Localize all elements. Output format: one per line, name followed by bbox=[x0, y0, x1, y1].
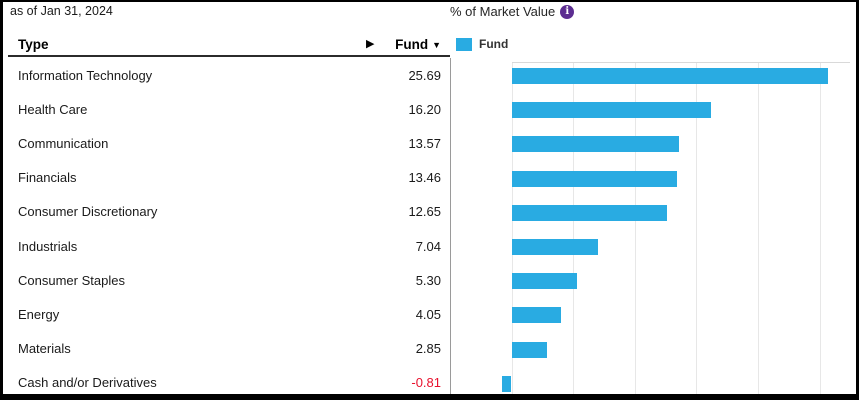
table-row: Financials 13.46 bbox=[3, 161, 450, 195]
sector-value: 5.30 bbox=[415, 272, 441, 288]
legend-label: Fund bbox=[479, 37, 509, 51]
sector-label: Energy bbox=[18, 306, 60, 322]
x-gridline-5 bbox=[573, 62, 575, 394]
table-row: Consumer Staples 5.30 bbox=[3, 263, 450, 297]
sector-value: 16.20 bbox=[408, 101, 441, 117]
sector-label: Consumer Discretionary bbox=[18, 204, 158, 220]
sector-label: Materials bbox=[18, 341, 71, 357]
as-of-date: as of Jan 31, 2024 bbox=[10, 4, 113, 18]
x-gridline-0 bbox=[511, 62, 513, 394]
sector-value: 2.85 bbox=[415, 341, 441, 357]
border-right bbox=[856, 0, 859, 400]
scroll-right-arrow-icon[interactable]: ▶ bbox=[366, 38, 375, 50]
type-column-header: Type bbox=[18, 36, 49, 52]
border-bottom bbox=[0, 394, 859, 400]
header-underline bbox=[8, 55, 450, 57]
table-row: Information Technology 25.69 bbox=[3, 58, 450, 92]
fund-bar[interactable] bbox=[501, 375, 512, 392]
sector-value: -0.81 bbox=[411, 375, 441, 391]
fund-bar[interactable] bbox=[511, 68, 829, 84]
fund-column-label: Fund bbox=[395, 36, 429, 52]
table-row: Health Care 16.20 bbox=[3, 92, 450, 126]
table-row: Consumer Discretionary 12.65 bbox=[3, 195, 450, 229]
plot-top-border bbox=[511, 62, 850, 63]
sector-label: Cash and/or Derivatives bbox=[18, 375, 157, 391]
table-row: Energy 4.05 bbox=[3, 297, 450, 331]
border-left bbox=[0, 0, 3, 400]
fund-column-header[interactable]: Fund ▼ bbox=[395, 37, 441, 52]
fund-bar[interactable] bbox=[511, 273, 577, 290]
chart-title: % of Market Value bbox=[450, 4, 556, 19]
sector-value: 7.04 bbox=[415, 238, 441, 254]
legend-swatch-icon bbox=[456, 37, 472, 51]
sector-label: Consumer Staples bbox=[18, 272, 125, 288]
bar-chart-plot-area bbox=[455, 62, 850, 394]
sector-label: Industrials bbox=[18, 238, 78, 254]
sector-label: Information Technology bbox=[18, 67, 153, 83]
x-gridline-20 bbox=[758, 62, 760, 394]
chart-title-row: % of Market Value i bbox=[450, 4, 575, 19]
fund-bar[interactable] bbox=[511, 170, 678, 187]
chart-legend-item-fund[interactable]: Fund bbox=[456, 37, 508, 51]
fund-bar[interactable] bbox=[511, 204, 668, 221]
table-header-row: Type Fund ▼ bbox=[3, 33, 450, 55]
table-row: Materials 2.85 bbox=[3, 332, 450, 366]
info-icon[interactable]: i bbox=[560, 4, 575, 19]
x-gridline-10 bbox=[634, 62, 636, 394]
table-row: Communication 13.57 bbox=[3, 126, 450, 160]
fund-bar[interactable] bbox=[511, 239, 599, 255]
border-top bbox=[0, 0, 859, 2]
sector-label: Health Care bbox=[18, 101, 88, 117]
sector-label: Financials bbox=[18, 170, 77, 186]
table-row: Cash and/or Derivatives -0.81 bbox=[3, 366, 450, 400]
sector-value: 12.65 bbox=[408, 204, 441, 220]
sector-label: Communication bbox=[18, 135, 109, 151]
sort-desc-icon: ▼ bbox=[432, 39, 441, 50]
table-chart-divider bbox=[450, 58, 451, 394]
sector-value: 4.05 bbox=[415, 306, 441, 322]
sector-value: 13.46 bbox=[408, 170, 441, 186]
fund-bar[interactable] bbox=[511, 102, 712, 119]
sector-value: 13.57 bbox=[408, 135, 441, 151]
x-gridline-25 bbox=[819, 62, 821, 394]
sector-value: 25.69 bbox=[408, 67, 441, 83]
fund-bar[interactable] bbox=[511, 136, 679, 153]
fund-bar[interactable] bbox=[511, 341, 547, 358]
table-row: Industrials 7.04 bbox=[3, 229, 450, 263]
x-gridline-15 bbox=[696, 62, 698, 394]
fund-bar[interactable] bbox=[511, 307, 562, 324]
